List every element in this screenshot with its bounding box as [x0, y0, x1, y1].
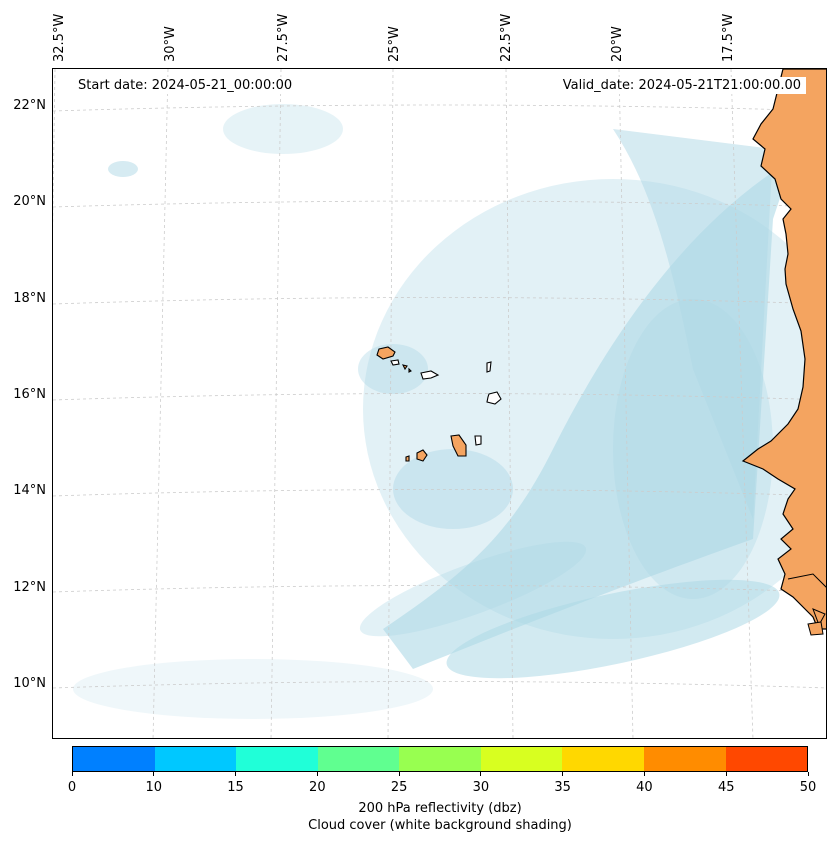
valid-date-label: Valid_date: 2024-05-21T21:00:00.00 — [557, 77, 806, 94]
african-coastline — [741, 69, 826, 636]
colorbar-tick — [562, 772, 564, 776]
longitude-label: 22.5°W — [499, 13, 514, 62]
graticule — [53, 69, 826, 738]
colorbar-tick-label: 25 — [390, 780, 408, 795]
colorbar-tick-label: 15 — [227, 780, 244, 795]
colorbar-tick — [316, 772, 318, 776]
colorbar-tick — [807, 772, 809, 776]
colorbar-segment — [73, 747, 155, 771]
colorbar-tick — [643, 772, 645, 776]
colorbar-segment — [399, 747, 481, 771]
latitude-label: 12°N — [13, 580, 46, 595]
longitude-label: 32.5°W — [52, 13, 67, 62]
latitude-label: 10°N — [13, 676, 46, 691]
latitude-label: 22°N — [13, 98, 46, 113]
colorbar-tick-label: 30 — [472, 780, 490, 795]
colorbar-label: 200 hPa reflectivity (dbz) — [358, 801, 522, 816]
start-date-label: Start date: 2024-05-21_00:00:00 — [73, 77, 298, 94]
colorbar-sublabel: Cloud cover (white background shading) — [308, 818, 572, 833]
longitude-label: 30°W — [163, 26, 178, 62]
latitude-label: 14°N — [13, 483, 46, 498]
colorbar-segment — [480, 747, 563, 771]
colorbar-tick-label: 40 — [636, 780, 653, 795]
map-canvas — [53, 69, 826, 738]
longitude-label: 25°W — [387, 26, 402, 62]
colorbar-segment — [725, 747, 808, 771]
colorbar-segment — [562, 747, 644, 771]
colorbar-segment — [154, 747, 237, 771]
latitude-label: 18°N — [13, 291, 46, 306]
colorbar-tick-label: 45 — [717, 780, 735, 795]
colorbar-tick-label: 0 — [67, 780, 77, 795]
longitude-label: 20°W — [610, 26, 625, 62]
colorbar-segment — [236, 747, 318, 771]
colorbar-tick — [480, 772, 482, 776]
longitude-label: 17.5°W — [721, 13, 736, 62]
colorbar-tick-label: 20 — [309, 780, 326, 795]
colorbar-tick-label: 10 — [145, 780, 163, 795]
cape-verde-islands — [376, 346, 502, 462]
colorbar-segment — [643, 747, 726, 771]
colorbar-tick-label: 50 — [799, 780, 817, 795]
reflectivity-colorbar — [72, 746, 808, 772]
colorbar-tick — [71, 772, 73, 776]
colorbar-tick — [153, 772, 155, 776]
colorbar-tick — [235, 772, 237, 776]
colorbar-segment — [317, 747, 400, 771]
map-panel: Start date: 2024-05-21_00:00:00 Valid_da… — [52, 68, 827, 739]
colorbar-tick — [725, 772, 727, 776]
colorbar-tick — [398, 772, 400, 776]
colorbar-tick-label: 35 — [554, 780, 571, 795]
cloud-cover-layer — [73, 104, 826, 719]
latitude-label: 16°N — [13, 387, 46, 402]
longitude-label: 27.5°W — [276, 13, 291, 62]
latitude-label: 20°N — [13, 194, 46, 209]
